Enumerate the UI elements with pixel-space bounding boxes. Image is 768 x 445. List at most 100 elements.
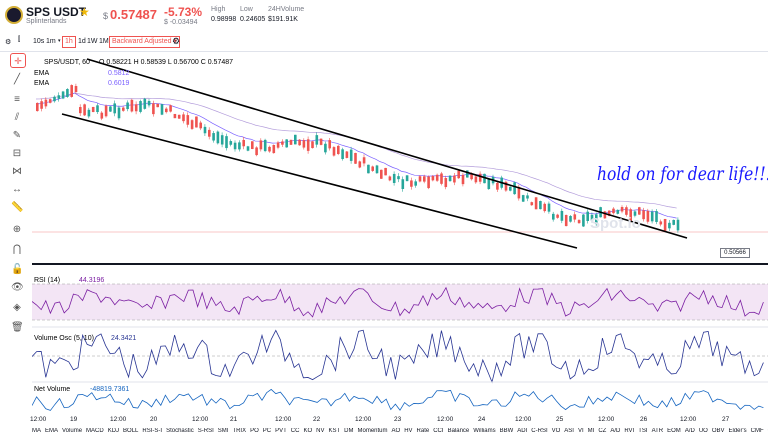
x-axis-label: 12:00 (598, 416, 615, 423)
indicator-tab[interactable]: ADI (517, 428, 528, 434)
tf-1w[interactable]: 1W (87, 38, 98, 45)
indicator-tab[interactable]: TSI (638, 428, 648, 434)
indicator-tab[interactable]: KST (328, 428, 341, 434)
indicator-tab[interactable]: RSI-S-I (142, 428, 163, 434)
brush-tool-icon[interactable]: ✎ (12, 130, 22, 141)
legend-ema1: EMA (34, 70, 50, 77)
indicator-tab[interactable]: PO (250, 428, 259, 434)
handwritten-note: hold on for dear life!!! (597, 163, 768, 185)
indicator-tab[interactable]: TRIX (232, 428, 247, 434)
high-stat: High 0.98998 (211, 6, 237, 23)
legend-ema2: EMA (34, 80, 50, 87)
indicator-tab[interactable]: A/D (684, 428, 695, 434)
x-axis-label: 12:00 (437, 416, 454, 423)
indicator-tab[interactable]: Williams (473, 428, 496, 434)
tf-10s[interactable]: 10s (33, 38, 45, 45)
indicator-tab[interactable]: ATR (651, 428, 664, 434)
tf-1m[interactable]: 1m (46, 38, 56, 45)
change-absolute: $ -0.03494 (164, 19, 198, 26)
watermark-logo: Spot.io (590, 215, 641, 232)
indicator-tab[interactable]: SMI (217, 428, 229, 434)
tf-1d[interactable]: 1d (78, 38, 86, 45)
indicator-tab[interactable]: Rate (416, 428, 430, 434)
indicator-tab[interactable]: UO (698, 428, 708, 434)
indicator-tab[interactable]: MACD (86, 428, 104, 434)
indicator-tab[interactable]: AO (391, 428, 401, 434)
pattern-tool-icon[interactable]: ⋈ (12, 166, 22, 177)
indicator-tab[interactable]: Volume (62, 428, 83, 434)
zoom-icon[interactable]: ⊕ (12, 224, 22, 235)
indicator-tab[interactable]: VO (551, 428, 561, 434)
legend-ema2-value: 0.6019 (108, 80, 130, 87)
channel-lower-line[interactable] (61, 113, 578, 249)
indicator-tab[interactable]: C-RSI (531, 428, 548, 434)
eye-icon[interactable]: 👁 (11, 282, 24, 293)
settings-icon[interactable]: ⚙ (5, 39, 12, 46)
x-axis-label: 12:00 (355, 416, 372, 423)
channel-tool-icon[interactable]: ⫽ (14, 112, 20, 123)
x-axis-label: 22 (313, 416, 321, 423)
tf-1mo[interactable]: 1M (99, 38, 109, 45)
indicator-tab[interactable]: HV (404, 428, 413, 434)
vosc-label: Volume Osc (5, 10) (34, 335, 94, 342)
indicator-tab[interactable]: MA (32, 428, 41, 434)
volume-osc-line (32, 329, 764, 384)
indicator-tab[interactable]: Stochastic (166, 428, 194, 434)
price-chart[interactable]: hold on for dear life!!! SPS/USDT, 60 O … (32, 52, 768, 414)
trash-icon[interactable]: 🗑 (11, 322, 24, 333)
magnet-icon[interactable]: ⋂ (12, 244, 22, 255)
indicator-tab[interactable]: Elder's (728, 428, 747, 434)
change-percent: -5.73% (164, 5, 203, 19)
tf-1h[interactable]: 1h (62, 36, 76, 48)
indicator-tab[interactable]: DM (344, 428, 354, 434)
timeframe-toolbar: ⚙ ⫿ 10s 1m ▾ 1h 1d 1W 1M Backward Adjust… (0, 35, 768, 51)
indicator-tab[interactable]: NV (316, 428, 325, 434)
indicator-tab[interactable]: ASI (564, 428, 574, 434)
indicator-tab[interactable]: RVI (624, 428, 635, 434)
indicator-tab[interactable]: KDJ (107, 428, 120, 434)
tf-dropdown-icon[interactable]: ▾ (58, 38, 61, 44)
indicator-tab[interactable]: S-RSI (197, 428, 214, 434)
indicator-tab[interactable]: Momentum (357, 428, 388, 434)
x-axis-label: 20 (150, 416, 158, 423)
indicator-tab[interactable]: EMA (45, 428, 59, 434)
legend-ema1-value: 0.5812 (108, 70, 130, 77)
x-axis-label: 24 (478, 416, 486, 423)
x-axis-label: 12:00 (110, 416, 127, 423)
x-axis-label: 12:00 (30, 416, 47, 423)
indicator-tab[interactable]: BOLL (123, 428, 139, 434)
indicator-tab[interactable]: OBV (711, 428, 725, 434)
lock-drawings-icon[interactable]: 🔓 (11, 264, 24, 275)
pair-title: SPS USDT (26, 5, 87, 19)
indicator-tab[interactable]: VI (577, 428, 584, 434)
indicator-tab[interactable]: Balance (447, 428, 470, 434)
layers-icon[interactable]: ◈ (13, 302, 21, 313)
chart-settings-icon[interactable]: ⚙ (172, 36, 181, 46)
indicator-tab[interactable]: A/D (610, 428, 621, 434)
x-axis-label: 25 (556, 416, 564, 423)
indicator-tab[interactable]: BBW (499, 428, 514, 434)
indicator-tab[interactable]: EOM (667, 428, 681, 434)
trendline-tool-icon[interactable]: ╱ (13, 74, 21, 85)
channel-upper-line[interactable] (86, 58, 688, 239)
fib-tool-icon[interactable]: ⊟ (12, 148, 22, 159)
candle-type-icon[interactable]: ⫿ (18, 36, 21, 43)
indicator-tab[interactable]: KO (303, 428, 313, 434)
measure-tool-icon[interactable]: ↔ (12, 184, 22, 195)
crosshair-tool-icon[interactable]: ✛ (10, 53, 26, 68)
indicator-tab[interactable]: PC (262, 428, 272, 434)
netvol-value: -48819.7361 (90, 386, 129, 393)
favorite-star-icon[interactable]: ★ (79, 5, 90, 19)
horizontal-line-icon[interactable]: ≡ (14, 94, 20, 105)
ruler-icon[interactable]: 📏 (11, 202, 24, 213)
indicator-tab[interactable]: CZ (598, 428, 607, 434)
indicator-tab[interactable]: CMF (750, 428, 764, 434)
adjust-select[interactable]: Backward Adjusted ▾ (109, 36, 181, 48)
netvol-label: Net Volume (34, 386, 70, 393)
x-axis-label: 23 (394, 416, 402, 423)
candlesticks (36, 83, 680, 233)
indicator-tab[interactable]: CCI (433, 428, 444, 434)
indicator-tab[interactable]: CC (290, 428, 300, 434)
indicator-tab[interactable]: MI (587, 428, 595, 434)
indicator-tab[interactable]: PVT (275, 428, 287, 434)
